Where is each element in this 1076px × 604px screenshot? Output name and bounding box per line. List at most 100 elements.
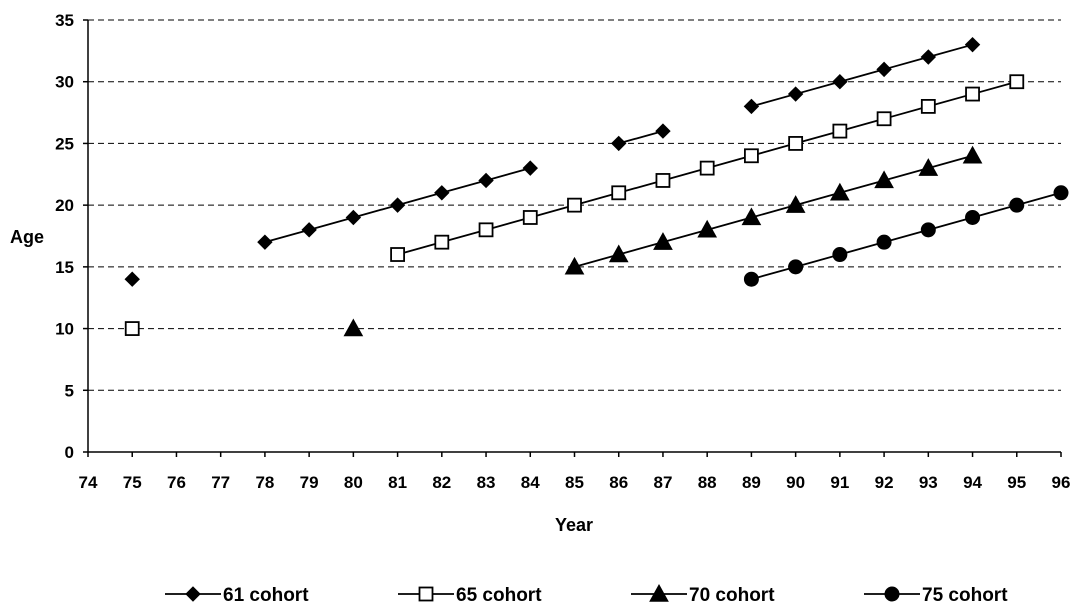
data-point-61-cohort-86 (611, 135, 627, 152)
data-point-65-cohort-90 (788, 136, 804, 151)
data-point-70-cohort-94 (962, 145, 983, 164)
y-tick-label-10: 10 (55, 320, 74, 339)
series-group (124, 36, 1069, 337)
x-tick-label-83: 83 (477, 473, 496, 492)
data-point-65-cohort-95 (1009, 74, 1025, 90)
data-point-65-cohort-86 (611, 185, 627, 201)
legend-item-65-cohort: 65 cohort (398, 585, 542, 604)
data-point-65-cohort-93 (920, 99, 936, 114)
data-point-70-cohort-90 (785, 195, 806, 213)
series-70-cohort (343, 145, 983, 337)
x-tick-label-85: 85 (565, 473, 584, 492)
data-point-70-cohort-89 (741, 207, 762, 226)
x-tick-label-82: 82 (432, 473, 451, 492)
data-point-75-cohort-93 (920, 222, 936, 238)
y-tick-label-15: 15 (55, 258, 74, 277)
data-point-65-cohort-89 (744, 148, 759, 164)
y-tick-label-5: 5 (65, 381, 74, 400)
data-point-70-cohort-92 (874, 170, 894, 189)
data-point-75-cohort-94 (965, 209, 981, 225)
data-point-65-cohort-75 (124, 321, 140, 336)
x-tick-label-80: 80 (344, 473, 363, 492)
x-tick-label-88: 88 (698, 473, 717, 492)
data-point-65-cohort-81 (390, 247, 405, 262)
data-point-65-cohort-88 (699, 160, 715, 176)
data-point-61-cohort-78 (257, 234, 273, 250)
x-axis-title: Year (555, 515, 593, 535)
data-point-65-cohort-92 (876, 111, 892, 127)
series-line-75-cohort-0 (751, 191, 1062, 281)
legend-label-75-cohort: 75 cohort (922, 585, 1008, 604)
x-tick-label-90: 90 (786, 473, 805, 492)
data-point-61-cohort-92 (876, 61, 892, 78)
x-tick-label-75: 75 (123, 473, 142, 492)
x-tick-label-76: 76 (167, 473, 186, 492)
y-tick-label-35: 35 (55, 11, 74, 30)
data-point-70-cohort-93 (918, 158, 939, 176)
x-tick-label-92: 92 (875, 473, 894, 492)
legend-label-70-cohort: 70 cohort (689, 585, 775, 604)
x-tick-label-93: 93 (919, 473, 938, 492)
data-point-61-cohort-91 (832, 74, 848, 90)
legend-item-61-cohort: 61 cohort (165, 585, 309, 604)
data-point-61-cohort-81 (389, 197, 406, 213)
data-point-65-cohort-87 (655, 173, 671, 188)
data-point-61-cohort-87 (655, 123, 671, 139)
legend-marker-61-cohort (185, 586, 201, 602)
data-point-61-cohort-79 (301, 222, 317, 238)
legend-marker-70-cohort (649, 583, 669, 602)
y-axis-title: Age (10, 227, 44, 247)
data-point-65-cohort-83 (478, 222, 494, 238)
legend-marker-75-cohort (884, 586, 900, 602)
data-point-70-cohort-88 (697, 219, 718, 238)
x-tick-label-96: 96 (1052, 473, 1071, 492)
data-point-61-cohort-83 (478, 172, 494, 189)
x-tick-label-91: 91 (830, 473, 849, 492)
legend-item-70-cohort: 70 cohort (631, 583, 775, 604)
x-tick-label-84: 84 (521, 473, 540, 492)
y-tick-label-25: 25 (55, 134, 74, 153)
data-point-75-cohort-91 (832, 247, 848, 263)
x-tick-label-81: 81 (388, 473, 407, 492)
x-tick-label-78: 78 (255, 473, 274, 492)
data-point-61-cohort-93 (920, 49, 937, 65)
y-tick-label-30: 30 (55, 73, 74, 92)
legend-item-75-cohort: 75 cohort (864, 585, 1008, 604)
data-point-75-cohort-95 (1009, 197, 1025, 213)
x-tick-label-79: 79 (300, 473, 319, 492)
legend-label-65-cohort: 65 cohort (456, 585, 542, 604)
series-65-cohort (124, 74, 1025, 336)
data-point-70-cohort-86 (608, 244, 629, 263)
axes (83, 19, 1062, 457)
x-tick-label-86: 86 (609, 473, 628, 492)
x-tick-label-74: 74 (79, 473, 98, 492)
series-line-70-cohort-1 (574, 154, 973, 268)
data-point-65-cohort-82 (434, 234, 450, 250)
data-point-70-cohort-91 (830, 182, 850, 201)
x-tick-label-77: 77 (211, 473, 230, 492)
data-point-70-cohort-85 (564, 256, 585, 275)
y-tick-label-0: 0 (65, 443, 74, 462)
data-point-61-cohort-90 (787, 86, 804, 102)
legend-marker-65-cohort (418, 586, 434, 602)
legend-label-61-cohort: 61 cohort (223, 585, 309, 604)
data-point-75-cohort-89 (743, 271, 759, 287)
gridlines (88, 19, 1061, 391)
tick-labels: 0 5 10 15 20 25 30 35 74 75 76 77 78 79 80 81 82 83 84 85 86… (55, 11, 1070, 492)
y-tick-label-20: 20 (55, 196, 74, 215)
x-tick-label-89: 89 (742, 473, 761, 492)
series-line-61-cohort-3 (751, 43, 973, 108)
data-point-75-cohort-90 (788, 259, 804, 275)
data-point-61-cohort-94 (964, 36, 981, 53)
data-point-70-cohort-87 (653, 232, 673, 250)
data-point-65-cohort-94 (965, 86, 980, 102)
data-point-61-cohort-82 (434, 185, 450, 201)
series-line-61-cohort-2 (618, 130, 664, 145)
series-75-cohort (743, 185, 1069, 287)
legend: 61 cohort 65 cohort 70 cohort 75 cohort (165, 583, 1008, 604)
data-point-75-cohort-92 (876, 234, 892, 250)
data-point-65-cohort-84 (522, 210, 538, 225)
data-point-65-cohort-91 (832, 123, 848, 139)
x-tick-label-94: 94 (963, 473, 982, 492)
